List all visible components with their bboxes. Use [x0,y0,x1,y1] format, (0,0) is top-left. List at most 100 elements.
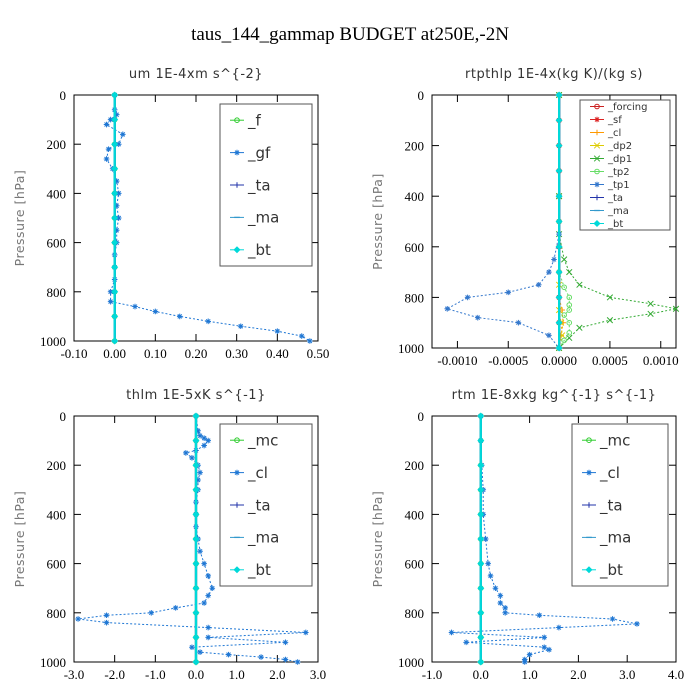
legend-entry: _bt [247,561,271,580]
x-tick-label: 0.0 [188,667,204,682]
series-bt [477,412,485,666]
legend-entry: _cl [247,464,268,483]
y-tick-label: 200 [47,458,67,473]
series-point [566,330,573,336]
series-point [205,318,211,325]
series-line [105,95,311,342]
series-point [111,91,119,99]
series-point [606,317,614,324]
legend-entry: _ma [247,209,279,228]
series-point [561,337,567,344]
series-point [274,328,281,334]
series-point [556,624,562,631]
series-point [647,300,654,307]
plot-frame [431,94,677,349]
legend-entry: _ta [599,496,623,515]
series-point [111,140,119,148]
y-tick-label: 400 [405,507,425,522]
legend-marker [585,566,593,574]
series-point [535,281,542,288]
series-point [201,435,207,441]
legend-marker [586,469,592,476]
legend-marker [234,469,240,476]
legend-marker [593,142,601,149]
series-point [477,584,485,592]
legend-entry: _tp2 [607,167,630,178]
series-point [609,616,616,622]
series-point [555,91,563,99]
series-point [555,116,563,124]
x-tick-label: -0.0010 [437,353,477,368]
y-tick-label: 0 [418,88,425,103]
series-point [205,573,211,579]
legend-marker [594,194,600,201]
series-point [482,536,489,542]
x-tick-label: -3.0 [64,667,85,682]
y-tick-label: 600 [405,557,425,572]
y-tick-label: 800 [47,606,67,621]
series-point [477,437,485,445]
series-cl [75,413,309,665]
y-tick-label: 0 [418,409,425,424]
y-tick-label: 200 [405,139,425,154]
series-tp1 [444,92,562,351]
series-point [294,659,301,665]
series-point [152,308,159,315]
series-point [561,312,567,318]
series-point [113,227,120,234]
series-point [103,619,110,626]
series-point [192,535,200,543]
series-point [282,639,289,646]
series-point [558,332,566,339]
series-point [113,202,120,209]
series-point [107,116,114,123]
series-point [566,334,573,342]
series-point [566,307,573,313]
series-point [176,313,183,320]
series-point [555,167,563,175]
y-tick-label: 600 [47,557,67,572]
legend-marker [233,246,241,254]
series-point [115,215,122,221]
series-point [551,256,557,263]
legend-entry: _dp2 [607,141,632,152]
series-point [209,585,216,591]
series-point [576,324,583,331]
series-point [103,121,110,128]
legend-entry: _cl [599,464,620,483]
y-tick-label: 800 [405,606,425,621]
series-point [111,263,119,271]
legend-marker [594,168,600,175]
series-point [115,141,122,147]
series-point [672,305,680,312]
series-line [558,95,677,349]
series-point [195,427,201,434]
series-point [555,319,563,327]
series-point [111,214,119,222]
plot-frame [431,415,677,663]
x-tick-label: 0.0010 [643,353,679,368]
x-tick-label: 0.50 [307,346,330,361]
series-point [307,338,313,344]
series-point [477,461,485,469]
x-tick-label: 0.40 [266,346,289,361]
panels: um 1E-4xm s^{-2}Pressure [hPa]-0.10 0.00 0… [12,67,684,682]
series-point [515,319,522,326]
series-point [634,621,640,627]
series-point [192,560,200,568]
y-axis-label: Pressure [hPa] [12,170,27,267]
series-point [546,332,552,339]
legend: _mc _cl _ta _ma _bt [571,423,669,587]
series-point [555,142,563,150]
series-bt [555,91,563,352]
y-tick-label: 1000 [40,334,66,349]
series-point [132,303,138,310]
series-point [303,629,309,636]
legend-marker [594,103,600,110]
legend-entry: _bt [599,561,623,580]
x-tick-label: -2.0 [104,667,125,682]
legend-marker [234,502,240,508]
series-point [561,284,567,291]
series-point [113,111,120,118]
